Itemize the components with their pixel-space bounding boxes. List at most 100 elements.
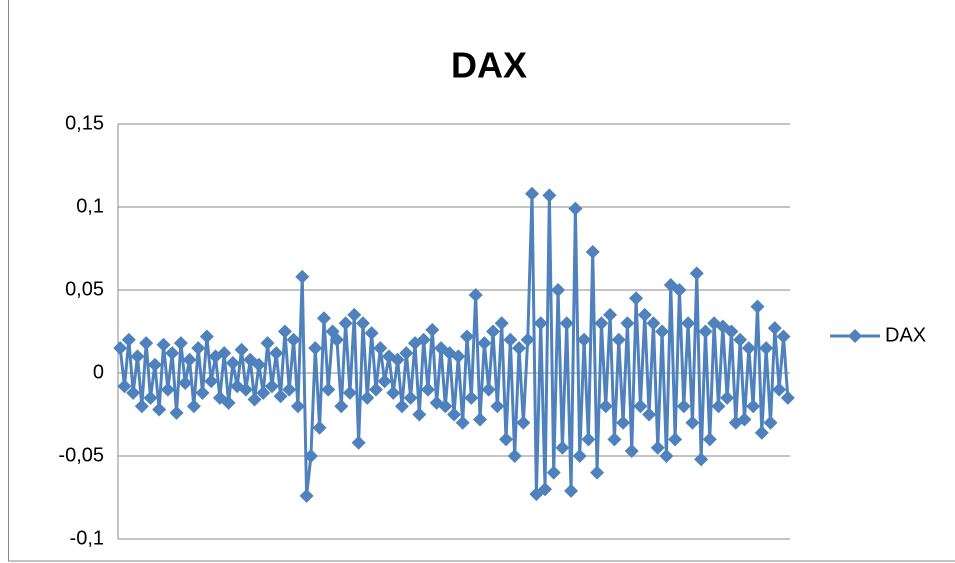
- data-point: [299, 488, 314, 503]
- data-point: [113, 341, 128, 356]
- data-point: [542, 188, 557, 203]
- data-point: [464, 390, 479, 405]
- data-point: [221, 395, 236, 410]
- data-point: [685, 415, 700, 430]
- data-point: [126, 385, 141, 400]
- data-point: [546, 465, 561, 480]
- data-point: [655, 324, 670, 339]
- data-point: [199, 329, 214, 344]
- data-point: [355, 316, 370, 331]
- data-point: [321, 382, 336, 397]
- data-point: [594, 316, 609, 331]
- y-tick-label: 0,1: [76, 195, 104, 217]
- data-point: [273, 389, 288, 404]
- data-point: [473, 412, 488, 427]
- data-point: [334, 399, 349, 414]
- data-point: [277, 324, 292, 339]
- data-point: [616, 415, 631, 430]
- data-point: [225, 356, 240, 371]
- data-point: [147, 357, 162, 372]
- data-point: [134, 399, 149, 414]
- data-point: [698, 324, 713, 339]
- data-point: [247, 392, 262, 407]
- data-point: [503, 332, 518, 347]
- data-point: [191, 341, 206, 356]
- data-point: [694, 452, 709, 467]
- data-point: [282, 382, 297, 397]
- data-point: [646, 316, 661, 331]
- data-point: [195, 385, 210, 400]
- data-point: [160, 382, 175, 397]
- chart-title: DAX: [451, 45, 527, 86]
- data-point: [364, 326, 379, 341]
- data-point: [490, 399, 505, 414]
- data-point: [668, 432, 683, 447]
- data-point: [416, 332, 431, 347]
- data-point: [780, 390, 795, 405]
- data-point: [295, 269, 310, 284]
- data-point: [290, 399, 305, 414]
- data-point: [394, 399, 409, 414]
- data-point: [633, 399, 648, 414]
- data-point: [750, 299, 765, 314]
- data-point: [481, 382, 496, 397]
- data-point: [581, 432, 596, 447]
- data-point: [377, 374, 392, 389]
- data-point: [733, 332, 748, 347]
- data-point: [590, 465, 605, 480]
- data-point: [737, 412, 752, 427]
- data-point: [603, 307, 618, 322]
- data-point: [754, 425, 769, 440]
- data-point: [121, 332, 136, 347]
- data-point: [624, 444, 639, 459]
- data-point: [316, 311, 331, 326]
- data-point: [507, 449, 522, 463]
- data-point: [329, 332, 344, 347]
- y-tick-label: 0: [93, 361, 104, 383]
- data-point: [564, 483, 579, 498]
- data-point: [776, 329, 791, 344]
- data-point: [425, 322, 440, 337]
- data-point: [390, 352, 405, 367]
- data-point: [234, 342, 249, 357]
- data-point: [759, 341, 774, 356]
- data-point: [368, 382, 383, 397]
- data-point: [533, 316, 548, 331]
- data-point: [772, 382, 787, 397]
- data-point: [447, 407, 461, 422]
- y-tick-label: 0,05: [65, 278, 104, 300]
- data-point: [182, 352, 197, 367]
- data-point: [572, 449, 587, 463]
- data-point: [117, 379, 132, 394]
- legend-label: DAX: [885, 324, 926, 346]
- data-point: [720, 390, 735, 405]
- data-point: [681, 316, 696, 331]
- data-point: [568, 201, 583, 216]
- data-point: [286, 332, 301, 347]
- data-point: [642, 407, 657, 422]
- data-point: [499, 432, 514, 447]
- data-point: [637, 307, 652, 322]
- chart-frame: [8, 0, 955, 562]
- data-point: [555, 440, 570, 455]
- data-point: [494, 316, 509, 331]
- data-point: [763, 415, 778, 430]
- data-point: [303, 449, 318, 463]
- data-point: [585, 244, 600, 259]
- data-point: [577, 332, 592, 347]
- data-point: [629, 291, 644, 306]
- data-point: [676, 399, 691, 414]
- data-point: [399, 346, 414, 361]
- data-point: [672, 283, 687, 297]
- data-point: [403, 390, 418, 405]
- y-tick-label: -0,1: [70, 527, 104, 549]
- data-point: [520, 332, 535, 347]
- data-point: [351, 435, 366, 450]
- data-point: [251, 357, 266, 372]
- data-point: [659, 449, 674, 463]
- data-point: [412, 407, 427, 422]
- data-point: [360, 390, 375, 405]
- data-point: [264, 379, 279, 394]
- data-point: [525, 186, 540, 201]
